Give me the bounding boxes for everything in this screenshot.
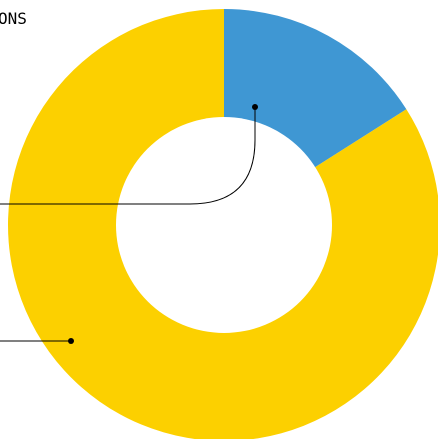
donut-hole (116, 117, 332, 333)
leader-yellow-slice (0, 338, 74, 344)
leader-blue-slice (0, 104, 258, 205)
chart-title: ONS (0, 9, 27, 28)
